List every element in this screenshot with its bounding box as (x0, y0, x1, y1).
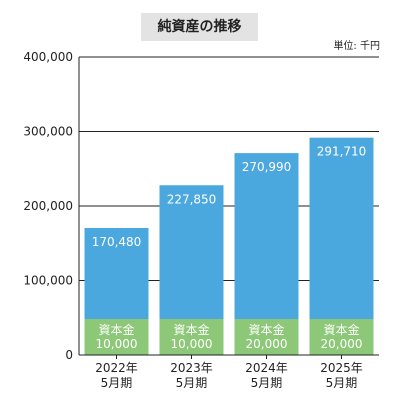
y-tick-label: 200,000 (23, 199, 73, 213)
capital-value-label: 20,000 (321, 337, 363, 351)
capital-segment (84, 319, 149, 355)
capital-name-label: 資本金 (323, 322, 359, 337)
net-assets-value-label: 170,480 (92, 235, 142, 249)
y-tick-label: 300,000 (23, 125, 73, 139)
capital-value-label: 10,000 (96, 337, 138, 351)
net-assets-bar (309, 137, 374, 355)
x-tick-label-period: 5月期 (251, 376, 283, 390)
net-assets-value-label: 291,710 (317, 145, 367, 159)
capital-segment (234, 319, 299, 355)
net-assets-value-label: 227,850 (167, 192, 217, 206)
x-tick-label-period: 5月期 (326, 376, 358, 390)
capital-name-label: 資本金 (98, 322, 134, 337)
chart-title: 純資産の推移 (157, 19, 242, 35)
y-tick-label: 400,000 (23, 50, 73, 64)
net-assets-value-label: 270,990 (242, 160, 292, 174)
unit-label: 単位: 千円 (333, 41, 380, 52)
capital-value-label: 10,000 (171, 337, 213, 351)
y-tick-label: 0 (65, 348, 73, 362)
x-tick-label-year: 2023年 (170, 361, 213, 375)
y-tick-label: 100,000 (23, 274, 73, 288)
x-tick-label-year: 2022年 (95, 361, 138, 375)
capital-segment (309, 319, 374, 355)
x-tick-label-period: 5月期 (176, 376, 208, 390)
x-tick-label-year: 2024年 (245, 361, 288, 375)
capital-value-label: 20,000 (246, 337, 288, 351)
capital-segment (159, 319, 224, 355)
chart-title-background (141, 13, 258, 41)
capital-name-label: 資本金 (173, 322, 209, 337)
x-tick-label-year: 2025年 (320, 361, 363, 375)
capital-name-label: 資本金 (248, 322, 284, 337)
x-tick-label-period: 5月期 (101, 376, 133, 390)
